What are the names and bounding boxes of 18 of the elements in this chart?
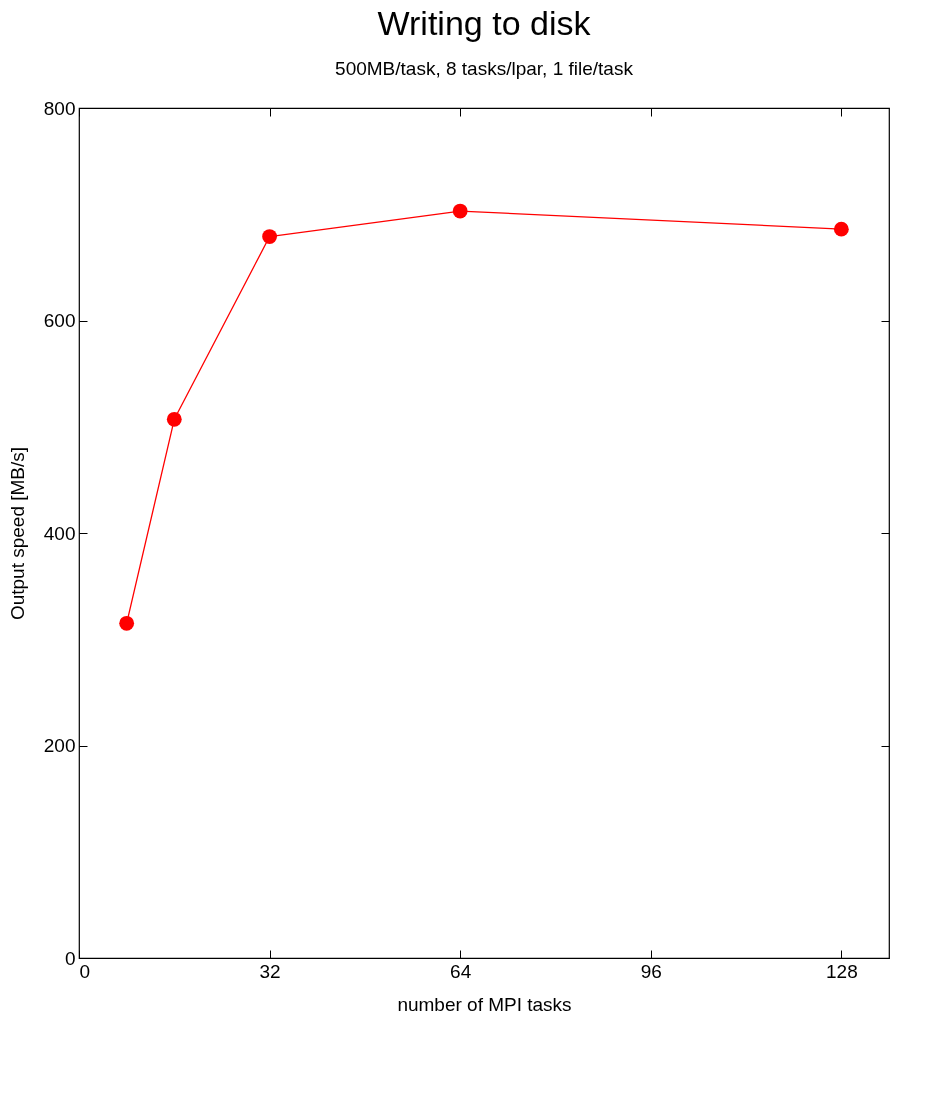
x-tick-label: 128 bbox=[826, 960, 858, 982]
x-axis-title: number of MPI tasks bbox=[397, 993, 572, 1015]
chart-subtitle: 500MB/task, 8 tasks/lpar, 1 file/task bbox=[335, 58, 634, 79]
point bbox=[166, 411, 182, 427]
point bbox=[119, 615, 135, 631]
x-tick-label: 96 bbox=[640, 960, 662, 982]
x-tick-label: 64 bbox=[450, 960, 472, 982]
point bbox=[262, 229, 277, 244]
y-tick-label: 800 bbox=[43, 97, 76, 119]
point bbox=[833, 221, 849, 237]
x-tick-label: 0 bbox=[79, 960, 91, 982]
y-tick-label: 200 bbox=[43, 735, 76, 756]
x-tick-label: 32 bbox=[259, 960, 281, 982]
y-tick-label: 600 bbox=[43, 310, 76, 331]
y-tick-label: 400 bbox=[43, 522, 76, 544]
chart-title: Writing to disk bbox=[377, 4, 592, 42]
point bbox=[452, 203, 468, 219]
y-axis-title: Output speed [MB/s] bbox=[6, 446, 28, 621]
